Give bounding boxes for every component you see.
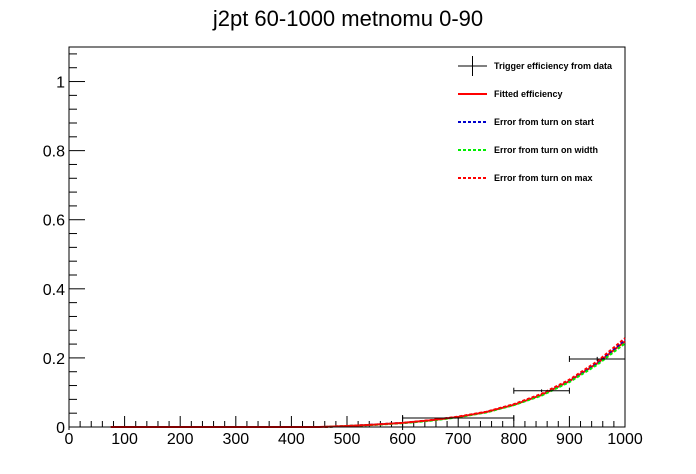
- data-point-2: [513, 387, 570, 394]
- x-tick-label: 100: [111, 431, 138, 448]
- y-tick-label: 0.4: [43, 282, 65, 299]
- legend-label: Error from turn on start: [494, 117, 594, 127]
- y-tick-label: 1: [56, 75, 65, 92]
- x-tick-label: 0: [65, 431, 74, 448]
- series-line-4: [324, 337, 626, 428]
- fit-curves: [110, 337, 626, 428]
- x-axis: 0 100 200 300 400 500 600 700 800 900 1000: [65, 416, 643, 448]
- x-tick-label: 700: [445, 431, 472, 448]
- legend-label: Fitted efficiency: [494, 89, 563, 99]
- legend-entry-3: Error from turn on width: [458, 145, 598, 155]
- chart-title: j2pt 60-1000 metnomu 0-90: [212, 6, 483, 31]
- legend-entry-0: Trigger efficiency from data: [458, 56, 613, 76]
- y-tick-label: 0: [56, 420, 65, 437]
- data-point-0: [68, 424, 404, 430]
- data-point-3: [568, 355, 626, 362]
- data-points: [68, 355, 626, 430]
- x-tick-label: 500: [334, 431, 361, 448]
- legend-label: Trigger efficiency from data: [494, 61, 613, 71]
- x-tick-label: 400: [278, 431, 305, 448]
- legend-entry-4: Error from turn on max: [458, 173, 593, 183]
- legend-label: Error from turn on width: [494, 145, 598, 155]
- legend-entry-1: Fitted efficiency: [458, 89, 563, 99]
- x-tick-label: 300: [222, 431, 249, 448]
- y-axis: 0 0.2 0.4 0.6 0.8 1: [43, 53, 85, 437]
- legend-entry-2: Error from turn on start: [458, 117, 594, 127]
- x-tick-label: 200: [167, 431, 194, 448]
- y-tick-label: 0.2: [43, 351, 65, 368]
- x-tick-label: 600: [389, 431, 416, 448]
- legend: Trigger efficiency from data Fitted effic…: [458, 56, 613, 183]
- plot-frame: [68, 46, 626, 428]
- data-point-1: [402, 415, 515, 422]
- legend-label: Error from turn on max: [494, 173, 593, 183]
- x-tick-label: 1000: [607, 431, 643, 448]
- x-tick-label: 900: [556, 431, 583, 448]
- series-line-1: [110, 340, 626, 428]
- x-tick-label: 800: [500, 431, 527, 448]
- y-tick-label: 0.8: [43, 144, 65, 161]
- y-tick-label: 0.6: [43, 213, 65, 230]
